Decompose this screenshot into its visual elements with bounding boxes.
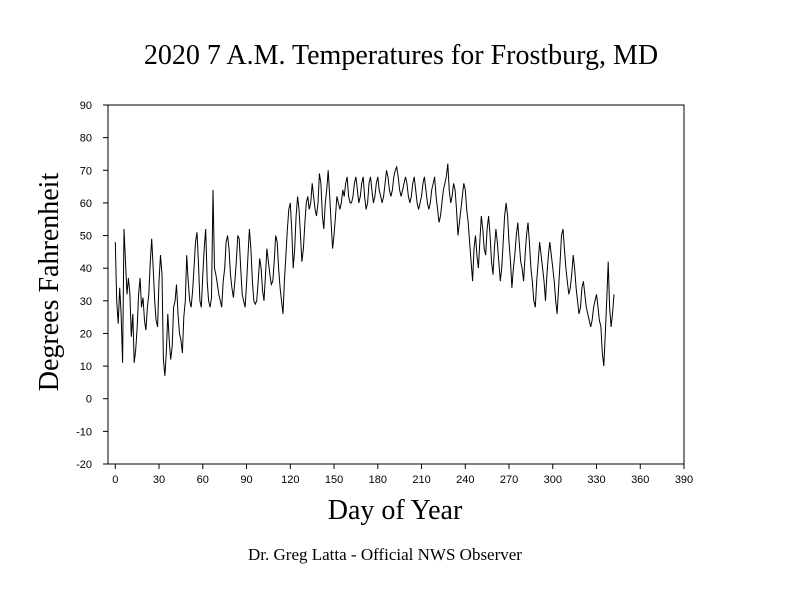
x-tick-label: 300 (544, 474, 562, 486)
y-tick-label: 90 (80, 100, 92, 112)
y-axis-ticks: 90 80 70 60 50 40 30 20 10 0 -10 -20 (76, 100, 108, 471)
y-tick-label: 60 (80, 198, 92, 210)
x-tick-label: 0 (112, 474, 118, 486)
y-tick-label: 80 (80, 133, 92, 145)
observer-credit: Dr. Greg Latta - Official NWS Observer (248, 545, 522, 564)
x-tick-label: 330 (587, 474, 605, 486)
plot-frame (107, 104, 685, 465)
x-axis-ticks: 0 30 60 90 120 150 180 210 240 270 300 330 360 390 (112, 464, 693, 486)
y-tick-label: 30 (80, 296, 92, 308)
y-tick-label: 0 (86, 394, 92, 406)
y-tick-label: 40 (80, 263, 92, 275)
x-tick-label: 150 (325, 474, 343, 486)
temperature-series-line (114, 163, 615, 376)
y-tick-label: -20 (76, 459, 92, 471)
chart-title: 2020 7 A.M. Temperatures for Frostburg, … (144, 40, 658, 71)
x-tick-label: 180 (369, 474, 387, 486)
y-tick-label: 70 (80, 165, 92, 177)
y-tick-label: 20 (80, 328, 92, 340)
x-tick-label: 60 (197, 474, 209, 486)
x-tick-label: 120 (281, 474, 299, 486)
x-tick-label: 90 (240, 474, 252, 486)
x-axis-label: Day of Year (328, 495, 463, 526)
x-tick-label: 210 (412, 474, 430, 486)
x-tick-label: 270 (500, 474, 518, 486)
x-tick-label: 30 (153, 474, 165, 486)
x-tick-label: 390 (675, 474, 693, 486)
x-tick-label: 360 (631, 474, 649, 486)
y-axis-label: Degrees Fahrenheit (34, 173, 65, 392)
x-tick-label: 240 (456, 474, 474, 486)
y-tick-label: 50 (80, 231, 92, 243)
y-tick-label: 10 (80, 361, 92, 373)
y-tick-label: -10 (76, 426, 92, 438)
